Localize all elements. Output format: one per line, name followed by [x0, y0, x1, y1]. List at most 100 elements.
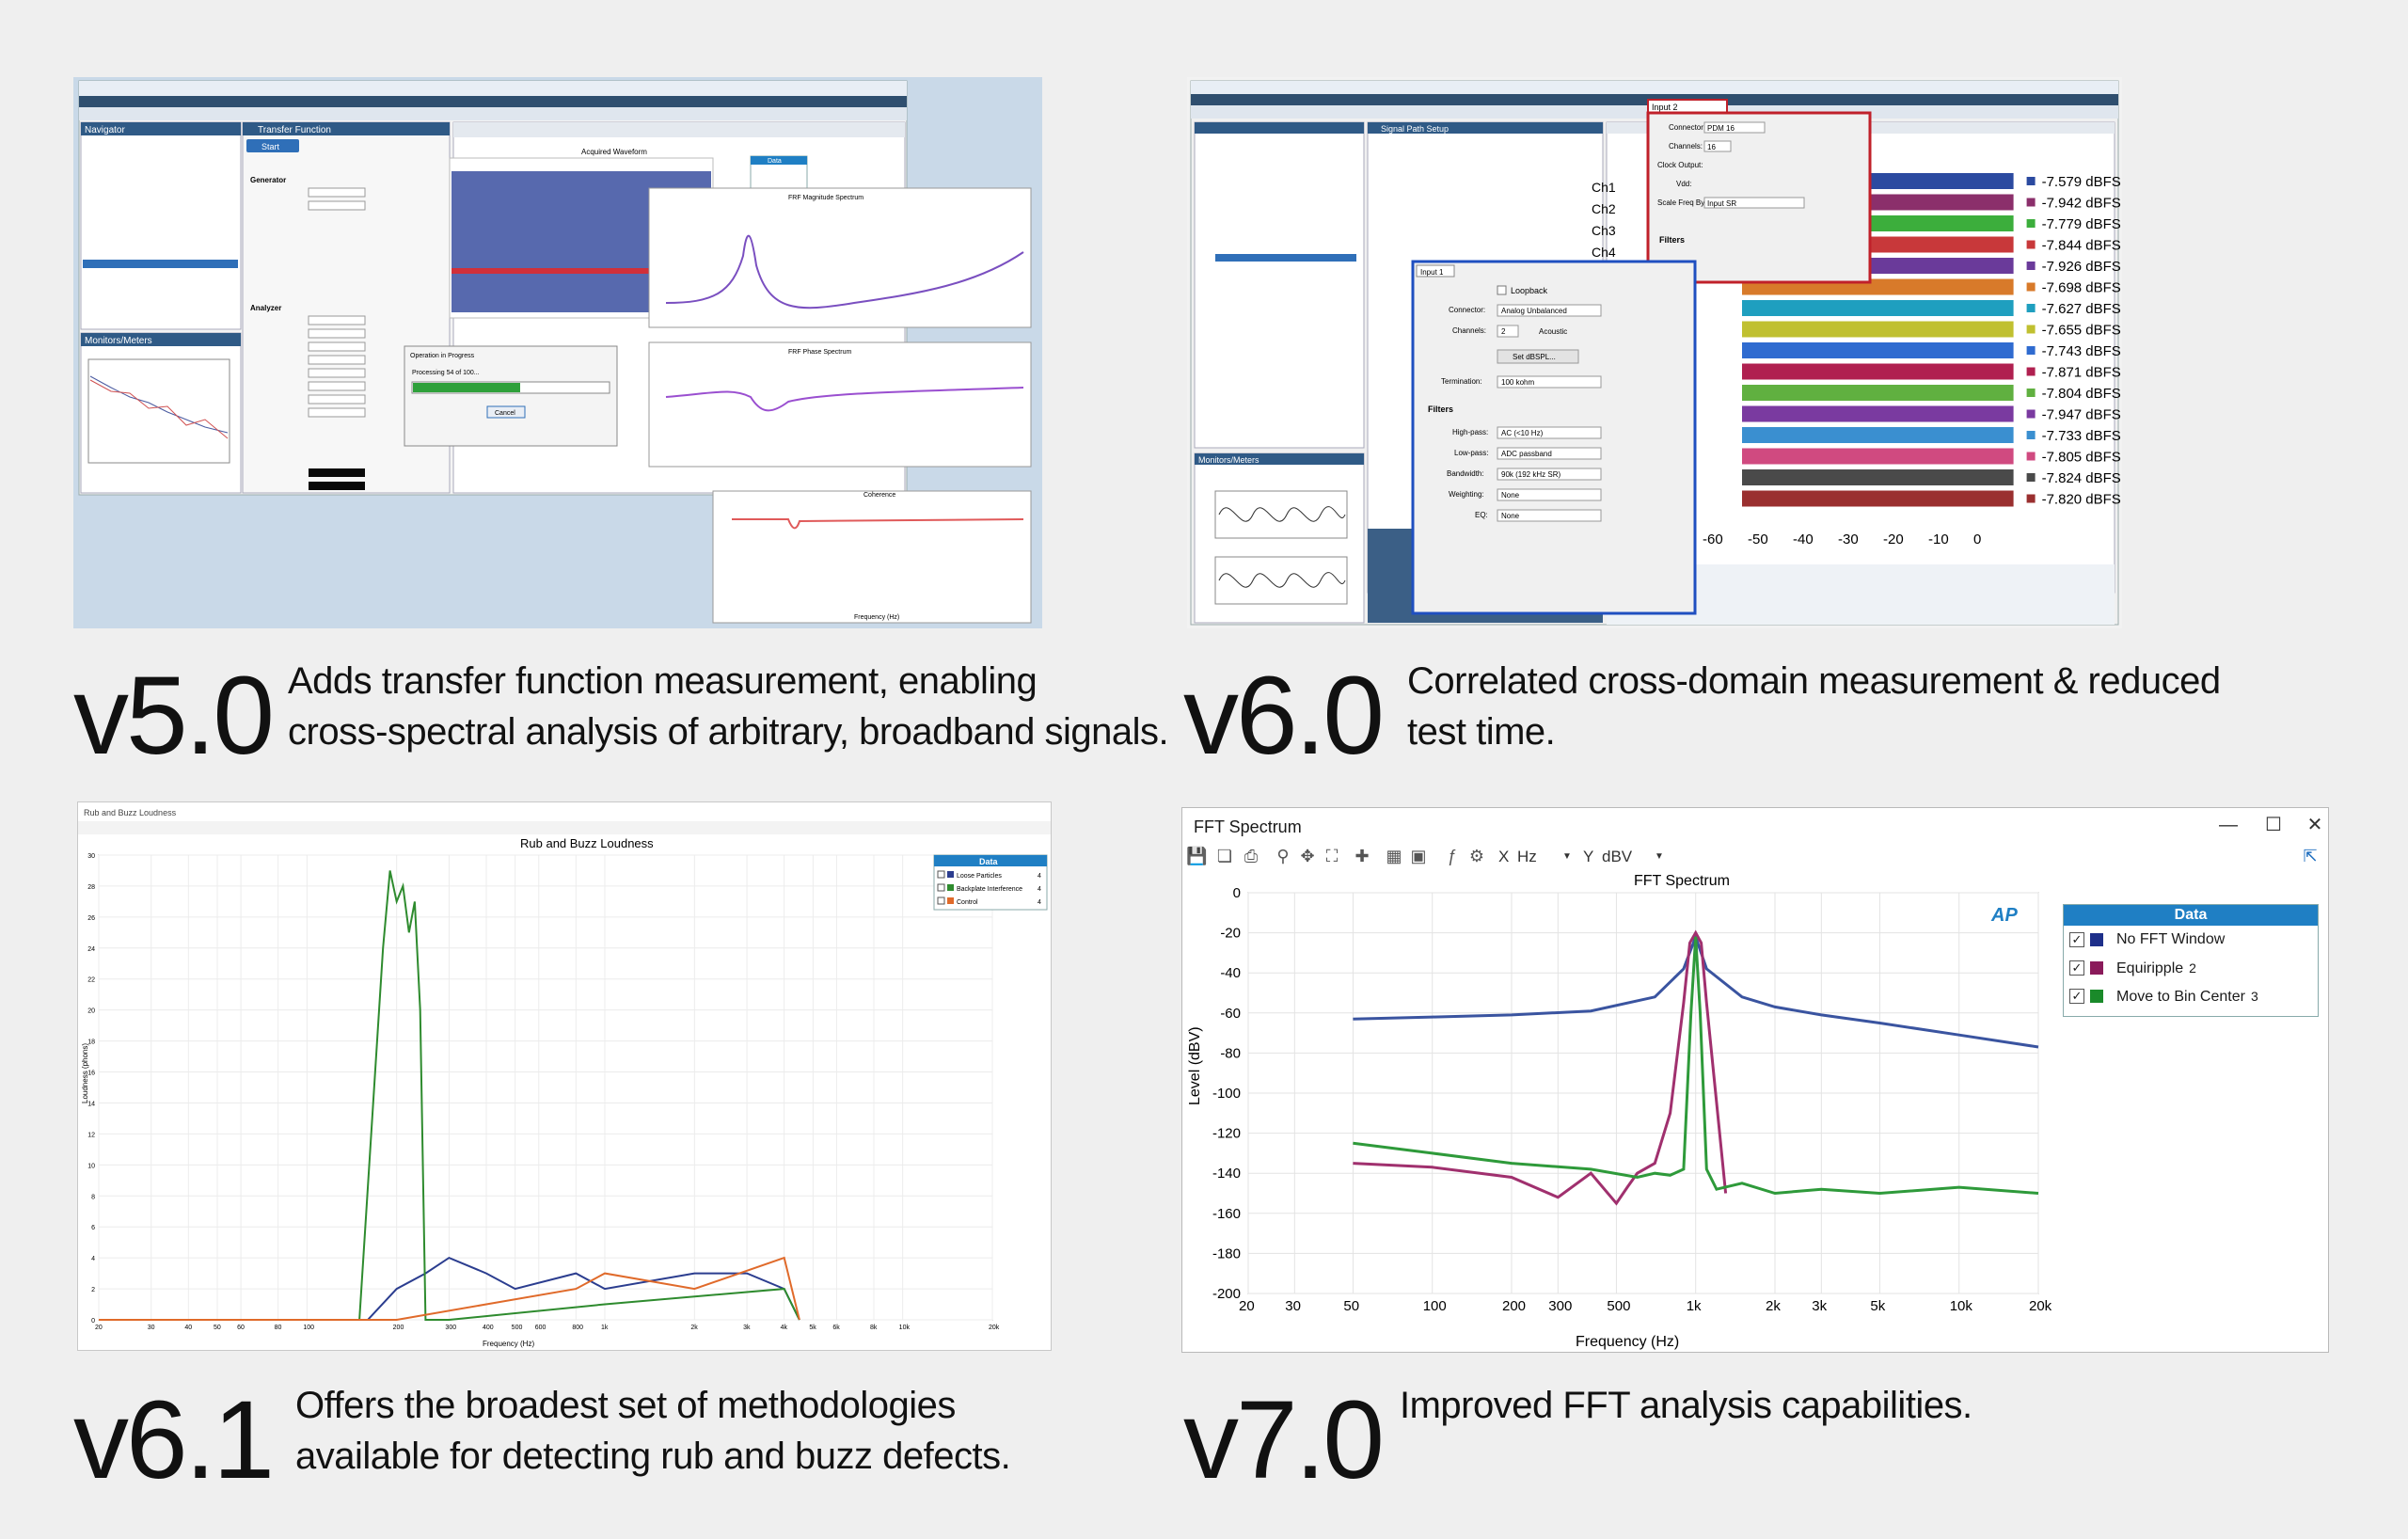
v50-screenshot: Navigator Monitors/Meters Transfer Funct…: [73, 77, 1042, 628]
level-readout: -7.655 dBFS: [2042, 323, 2121, 339]
x-tick-label: 1k: [1687, 1298, 1702, 1314]
v50-frf-phase-title: FRF Phase Spectrum: [788, 349, 851, 356]
svg-text:None: None: [1501, 491, 1520, 500]
minimize-button[interactable]: —: [2219, 815, 2238, 835]
checkbox-icon[interactable]: [937, 896, 945, 905]
series-swatch: [947, 871, 954, 878]
y-tick-label: 0: [1233, 885, 1241, 901]
v61-chart-title: Rub and Buzz Loudness: [520, 836, 654, 850]
x-tick-label: 50: [1343, 1298, 1359, 1314]
level-bar: [1742, 448, 2014, 465]
v50-app-window: Navigator Monitors/Meters Transfer Funct…: [78, 80, 1032, 624]
level-readout: -7.627 dBFS: [2042, 301, 2121, 317]
close-button[interactable]: ✕: [2306, 815, 2323, 835]
v60-app-window: Monitors/Meters Signal Path Setup Ch1 Ch…: [1190, 80, 2121, 626]
x-tick-label: 10k: [899, 1325, 911, 1331]
copy-icon[interactable]: ❏: [1216, 847, 1233, 865]
table-icon[interactable]: ▦: [1386, 847, 1402, 865]
save-icon[interactable]: 💾: [1186, 847, 1208, 865]
x-unit-select[interactable]: Hz: [1517, 848, 1537, 865]
legend-item-move-to-bin-center[interactable]: ✓ Move to Bin Center 3: [2064, 982, 2318, 1010]
level-bar: [1742, 385, 2014, 401]
checkbox-icon[interactable]: ✓: [2069, 960, 2084, 976]
cursor-icon[interactable]: ✚: [1354, 847, 1370, 865]
x-tick-label: 20k: [989, 1325, 1000, 1331]
x-tick-label: 100: [303, 1325, 314, 1331]
x-tick-label: 6k: [832, 1325, 840, 1331]
level-readout: -7.844 dBFS: [2042, 238, 2121, 254]
checkbox-icon[interactable]: [937, 883, 945, 892]
level-swatch: [2026, 494, 2036, 503]
v70-window-title: FFT Spectrum: [1194, 817, 1302, 836]
y-tick-label: 18: [87, 1039, 95, 1046]
x-tick-label: 8k: [870, 1325, 878, 1331]
svg-text:None: None: [1501, 512, 1520, 520]
maximize-button[interactable]: ☐: [2265, 815, 2282, 835]
gear-icon[interactable]: ⚙: [1468, 847, 1485, 865]
v50-progress-dialog: Operation in Progress Processing 54 of 1…: [404, 345, 618, 447]
v50-acquired-title: Acquired Waveform: [581, 148, 647, 156]
level-swatch: [2026, 177, 2036, 185]
svg-text:Analog Unbalanced: Analog Unbalanced: [1501, 307, 1567, 315]
v60-input2-dialog: Input 2 Connector: PDM 16 Channels: 16 C…: [1646, 99, 1872, 284]
level-swatch: [2026, 198, 2036, 207]
x-tick-label: 600: [535, 1325, 547, 1331]
fit-icon[interactable]: ⛶: [1325, 847, 1339, 865]
checkbox-icon[interactable]: [937, 870, 945, 879]
svg-text:Filters: Filters: [1659, 235, 1685, 245]
v50-frf-phase-curve: [665, 387, 1024, 412]
v50-navigator-label: Navigator: [85, 125, 125, 135]
y-tick-label: 30: [87, 853, 95, 860]
legend-item-label: Control: [957, 899, 978, 906]
v70-version: v7.0: [1183, 1378, 1385, 1502]
zoom-icon[interactable]: ⚲: [1276, 847, 1290, 865]
v70-fft-chart: FFT Spectrum 20 30 50 100 200 300 500 1k 2k 3k 5k 1…: [1187, 873, 2052, 1350]
x-tick-label: 30: [148, 1325, 155, 1331]
v61-window-title: Rub and Buzz Loudness: [84, 808, 177, 817]
pan-icon[interactable]: ✥: [1300, 847, 1315, 865]
print-icon[interactable]: ⎙: [1244, 847, 1259, 865]
x-tick-label: 30: [1285, 1298, 1301, 1314]
y-unit-select[interactable]: dBV: [1602, 848, 1633, 865]
y-tick-label: -200: [1212, 1286, 1241, 1302]
svg-text:High-pass:: High-pass:: [1452, 428, 1488, 436]
v61-description: Offers the broadest set of methodologies…: [295, 1385, 1011, 1477]
y-tick-label: -140: [1212, 1166, 1241, 1182]
v50-data-legend: Data: [768, 158, 782, 165]
y-tick-label: -60: [1220, 1006, 1241, 1022]
undock-icon[interactable]: ⇱: [2303, 847, 2318, 865]
y-tick-label: 24: [87, 946, 95, 953]
x-tick-label: 400: [483, 1325, 494, 1331]
y-axis-label: Y: [1583, 848, 1594, 865]
legend-item-no-fft-window[interactable]: ✓ No FFT Window: [2064, 926, 2318, 954]
v50-tf-label: Transfer Function: [258, 125, 331, 135]
layout-icon[interactable]: ▣: [1410, 847, 1427, 865]
v70-description: Improved FFT analysis capabilities.: [1400, 1385, 1972, 1426]
checkbox-icon[interactable]: ✓: [2069, 989, 2084, 1004]
legend-item-equiripple[interactable]: ✓ Equiripple 2: [2064, 954, 2318, 982]
x-axis-label: X: [1498, 848, 1510, 865]
svg-text:Cancel: Cancel: [495, 410, 515, 417]
v50-monitors-label: Monitors/Meters: [85, 336, 152, 346]
svg-text:Vdd:: Vdd:: [1676, 180, 1691, 188]
y-tick-label: 22: [87, 977, 95, 984]
level-readout: -7.824 dBFS: [2042, 470, 2121, 486]
v50-start-button[interactable]: Start: [261, 142, 280, 151]
v61-screenshot: Rub and Buzz Loudness Rub and Buzz Loudn…: [77, 801, 1052, 1351]
chevron-down-icon[interactable]: ▼: [1562, 851, 1572, 862]
v50-cancel-button[interactable]: [486, 405, 526, 419]
level-swatch: [2026, 219, 2036, 228]
svg-text:Input 1: Input 1: [1420, 268, 1444, 277]
y-tick-label: 2: [91, 1287, 95, 1293]
chevron-down-icon[interactable]: ▼: [1655, 851, 1664, 862]
legend-item-label: Loose Particles: [957, 873, 1002, 880]
x-tick-label: 4k: [781, 1325, 788, 1331]
svg-text:Data: Data: [979, 857, 999, 866]
x-tick-label: 5k: [1870, 1298, 1885, 1314]
checkbox-icon[interactable]: ✓: [2069, 932, 2084, 947]
v60-ch4: Ch4: [1592, 245, 1616, 260]
level-swatch: [2026, 240, 2036, 249]
function-icon[interactable]: ƒ: [1447, 847, 1457, 865]
v50-freq-label: Frequency (Hz): [854, 614, 899, 621]
v70-legend: Data ✓ No FFT Window ✓ Equiripple 2 ✓ Mov…: [2063, 904, 2319, 1017]
